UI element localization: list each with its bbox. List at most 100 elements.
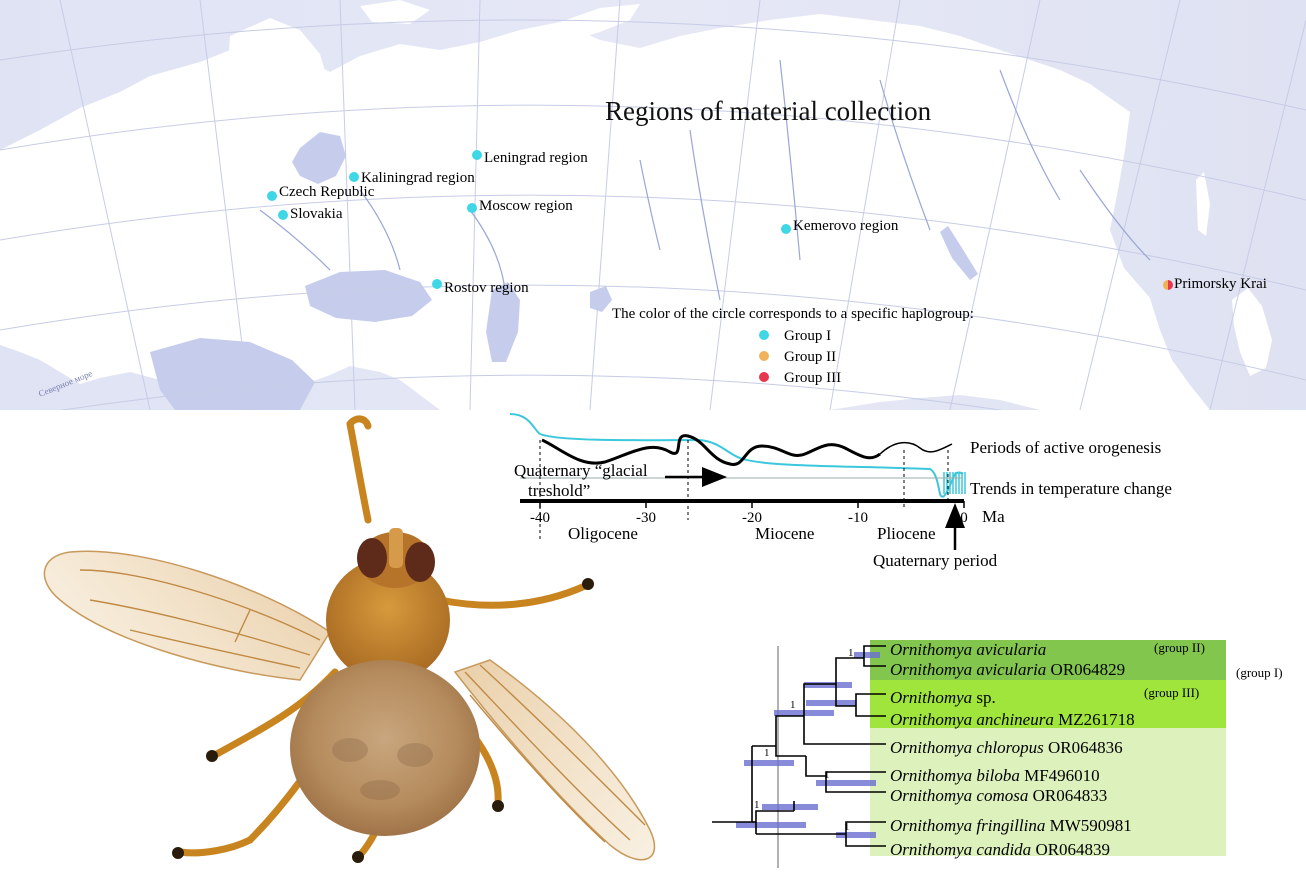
axis-tick-label: 0 [960, 510, 968, 526]
haplogroup-legend: The color of the circle corresponds to a… [612, 306, 974, 386]
left-wing-veins [79, 569, 321, 669]
land-japan [1232, 288, 1272, 376]
site-marker-group-i [349, 172, 359, 182]
sea-black [305, 270, 432, 322]
epoch-oligocene: Oligocene [568, 524, 638, 543]
legend-title: The color of the circle corresponds to a… [612, 306, 974, 322]
taxon-label: Ornithomya avicularia OR064829 [890, 660, 1125, 679]
axis-tick-label: -20 [742, 510, 762, 526]
collection-site: Kemerovo region [781, 218, 899, 234]
support-value: 1 [754, 799, 760, 811]
fly-thorax [326, 558, 450, 682]
collection-site: Primorsky Krai [1163, 276, 1267, 292]
fly-eye-left [357, 538, 387, 578]
axis-tick-label: -10 [848, 510, 868, 526]
sea-aral [590, 286, 612, 312]
taxon-label: Ornithomya anchineura MZ261718 [890, 710, 1135, 729]
legend-label: Group I [784, 328, 831, 344]
taxon-label: Ornithomya fringillina MW590981 [890, 816, 1132, 835]
taxa-labels: Ornithomya avicularia (group II) Ornithomy… [890, 640, 1283, 859]
map-title: Regions of material collection [605, 96, 932, 126]
right-wing [453, 659, 656, 861]
collection-site: Kaliningrad region [349, 170, 475, 186]
epoch-pliocene: Pliocene [877, 524, 936, 543]
left-wing [43, 550, 332, 681]
support-value: 1 [824, 769, 830, 781]
site-label: Slovakia [290, 206, 343, 222]
land-novaya-zemlya [560, 4, 640, 40]
quaternary-label: Quaternary period [873, 551, 998, 570]
site-label: Rostov region [444, 280, 529, 296]
taxon-label: Ornithomya chloropus OR064836 [890, 738, 1123, 757]
support-value: 1 [764, 747, 770, 759]
fly-eye-right [405, 542, 435, 582]
site-marker-group-i [278, 210, 288, 220]
phylogenetic-tree: 1 1 1 1 1 1 Ornithomya avicularia (group … [712, 640, 1283, 868]
highlight-group-iii [870, 680, 1226, 728]
fly-illustration [43, 415, 656, 863]
highlight-outgroup [870, 728, 1226, 856]
site-label: Moscow region [479, 198, 573, 214]
axis-tick-label: -30 [636, 510, 656, 526]
sea-mediterranean [150, 338, 315, 410]
site-label: Czech Republic [279, 184, 375, 200]
site-label: Primorsky Krai [1174, 276, 1267, 292]
taxon-group-note: (group I) [1236, 665, 1283, 680]
epoch-miocene: Miocene [755, 524, 814, 543]
orogenesis-curve-thin [879, 441, 953, 455]
orogenesis-curve [541, 434, 881, 466]
collection-site: Rostov region [432, 279, 529, 296]
fly-abdomen-markings [332, 738, 433, 800]
collection-site: Slovakia [278, 206, 343, 222]
collection-site: Czech Republic [267, 184, 375, 201]
site-marker-group-i [472, 150, 482, 160]
taxon-label: Ornithomya candida OR064839 [890, 840, 1110, 859]
glacial-label-line2: treshold” [528, 481, 590, 500]
site-label: Kemerovo region [793, 218, 899, 234]
site-label: Kaliningrad region [361, 170, 475, 186]
fly-claws [172, 578, 594, 863]
sea-baltic [292, 132, 346, 184]
land-scandinavia [228, 18, 330, 160]
site-marker-group-i [781, 224, 791, 234]
site-marker-group-i [467, 203, 477, 213]
tree-branches [712, 645, 886, 847]
collection-site: Leningrad region [472, 150, 588, 166]
temperature-label: Trends in temperature change [970, 479, 1172, 498]
rivers [259, 59, 1151, 301]
geologic-timeline: -40 -30 -20 -10 0 Periods of active orogenes… [509, 413, 1172, 570]
legend-label: Group III [784, 370, 841, 386]
fly-abdomen [290, 660, 480, 836]
taxon-label: Ornithomya avicularia [890, 640, 1046, 659]
land-sakhalin [1196, 172, 1210, 236]
axis-unit: Ma [982, 507, 1005, 526]
taxon-group-note: (group III) [1144, 685, 1199, 700]
land-uk [146, 108, 186, 170]
site-marker-group-i [267, 191, 277, 201]
support-value: 1 [848, 647, 854, 659]
glacial-label-line1: Quaternary “glacial [514, 461, 648, 480]
highlight-group-ii [870, 640, 1226, 680]
site-label: Leningrad region [484, 150, 588, 166]
taxon-group-note: (group II) [1154, 640, 1205, 655]
site-marker-group-i [432, 279, 442, 289]
legend-swatch-group-ii [759, 351, 769, 361]
site-marker-group-ii [1163, 280, 1168, 290]
legend-label: Group II [784, 349, 836, 365]
taxon-label: Ornithomya biloba MF496010 [890, 766, 1100, 785]
graticule [0, 0, 1306, 410]
support-value: 1 [790, 699, 796, 711]
land-svalbard [360, 0, 430, 24]
fly-frons [389, 528, 403, 568]
orogenesis-label: Periods of active orogenesis [970, 438, 1161, 457]
legend-swatch-group-i [759, 330, 769, 340]
taxon-label: Ornithomya sp. [890, 688, 996, 707]
taxon-label: Ornithomya comosa OR064833 [890, 786, 1107, 805]
temperature-oscillation [943, 472, 966, 494]
collection-map: Северное море Regions of material collec… [0, 0, 1306, 410]
site-marker-group-iii [1168, 280, 1173, 290]
axis-ticks: -40 -30 -20 -10 0 [530, 501, 968, 526]
lake-baikal [940, 226, 978, 280]
right-wing-veins [464, 664, 646, 843]
